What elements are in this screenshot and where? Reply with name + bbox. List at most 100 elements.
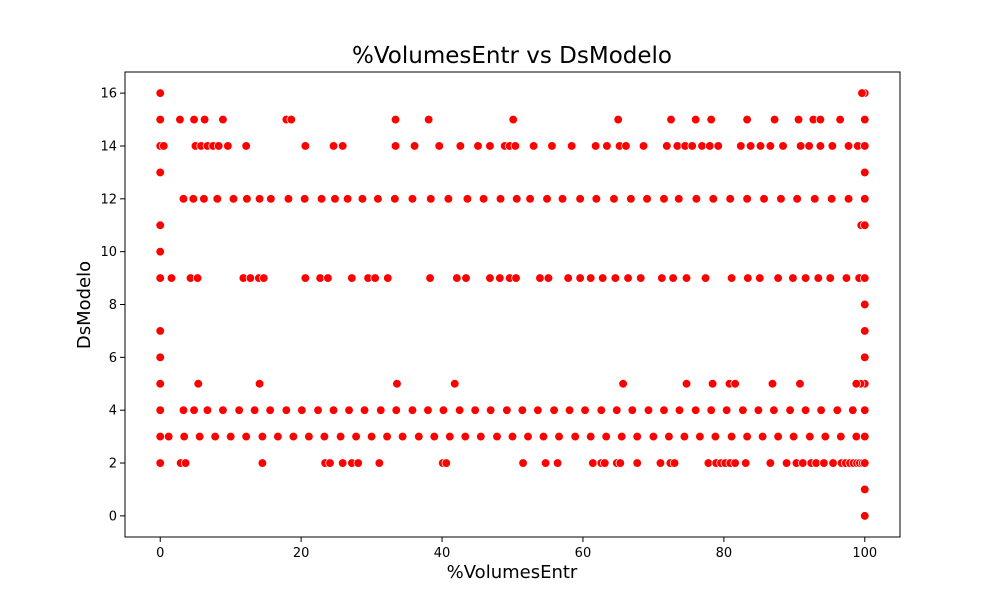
data-point: [328, 141, 339, 151]
data-point: [857, 88, 867, 98]
data-point: [757, 431, 768, 442]
data-point: [860, 326, 870, 336]
data-point: [672, 141, 683, 151]
data-point: [511, 273, 521, 283]
data-point: [540, 458, 551, 468]
data-point: [659, 194, 669, 204]
data-point: [455, 141, 466, 151]
data-point: [706, 405, 716, 415]
data-point: [155, 88, 165, 98]
x-axis-ticks: 0 20 40 60 80 100: [156, 537, 877, 561]
data-point: [452, 273, 462, 283]
data-point: [586, 273, 596, 283]
data-point: [681, 379, 692, 389]
data-point: [259, 273, 269, 283]
data-point: [575, 273, 585, 283]
data-point: [618, 379, 628, 389]
data-point: [836, 431, 846, 442]
data-point: [725, 194, 735, 204]
data-point: [825, 273, 835, 283]
data-point: [632, 431, 642, 442]
data-point: [241, 141, 251, 151]
data-point: [297, 405, 307, 415]
data-point: [528, 141, 539, 151]
data-point: [726, 431, 737, 442]
data-point: [669, 458, 680, 468]
data-point: [328, 405, 339, 415]
data-point: [218, 114, 228, 125]
data-point: [843, 141, 854, 151]
data-point: [778, 141, 788, 151]
data-point: [373, 194, 383, 204]
data-point: [443, 194, 454, 204]
data-point: [816, 405, 826, 415]
data-point: [810, 194, 820, 204]
data-point: [643, 405, 654, 415]
data-point: [455, 405, 465, 415]
data-point: [860, 114, 870, 125]
data-point: [743, 273, 753, 283]
data-point: [315, 273, 325, 283]
data-point: [687, 141, 697, 151]
data-point: [860, 299, 870, 310]
data-point: [390, 194, 400, 204]
data-point: [188, 194, 198, 204]
data-point: [860, 141, 870, 151]
data-point: [570, 431, 580, 442]
data-point: [580, 405, 590, 415]
data-point: [552, 458, 563, 468]
data-point: [615, 458, 625, 468]
data-point: [460, 431, 470, 442]
data-point: [738, 405, 748, 415]
data-point: [730, 458, 740, 468]
data-point: [353, 458, 363, 468]
data-point: [788, 273, 798, 283]
data-point: [623, 273, 633, 283]
data-point: [636, 273, 646, 283]
data-point: [697, 141, 707, 151]
data-point: [679, 431, 690, 442]
data-point: [195, 431, 205, 442]
x-axis-label: %VolumesEntr: [447, 562, 578, 583]
data-point: [155, 352, 165, 362]
data-point: [155, 247, 165, 257]
data-point: [533, 405, 543, 415]
data-point: [596, 405, 606, 415]
data-point: [722, 405, 732, 415]
data-point: [710, 431, 721, 442]
y-axis-ticks: 0 2 4 6 8 10 12 14 16: [100, 87, 125, 524]
y-axis-label: DsModelo: [74, 261, 95, 349]
data-point: [502, 405, 512, 415]
data-point: [851, 431, 861, 442]
y-tick-label: 0: [109, 509, 117, 524]
y-tick-label: 6: [109, 351, 117, 366]
data-point: [563, 273, 573, 283]
data-point: [759, 194, 769, 204]
data-point: [351, 431, 361, 442]
data-point: [730, 379, 740, 389]
data-point: [755, 273, 765, 283]
data-point: [414, 431, 424, 442]
data-point: [638, 141, 649, 151]
data-point: [242, 194, 252, 204]
data-point: [713, 141, 723, 151]
data-point: [832, 405, 842, 415]
data-point: [741, 458, 751, 468]
data-point: [344, 405, 354, 415]
data-point: [590, 141, 601, 151]
data-point: [800, 405, 811, 415]
data-point: [655, 458, 666, 468]
data-point: [234, 405, 244, 415]
data-point: [765, 458, 776, 468]
data-point: [462, 194, 473, 204]
data-point: [189, 405, 199, 415]
data-point: [166, 273, 177, 283]
data-point: [860, 273, 870, 283]
data-point: [769, 114, 780, 125]
data-point: [357, 194, 368, 204]
data-point: [407, 405, 418, 415]
data-point: [180, 458, 191, 468]
data-point: [392, 379, 402, 389]
data-point: [304, 431, 314, 442]
